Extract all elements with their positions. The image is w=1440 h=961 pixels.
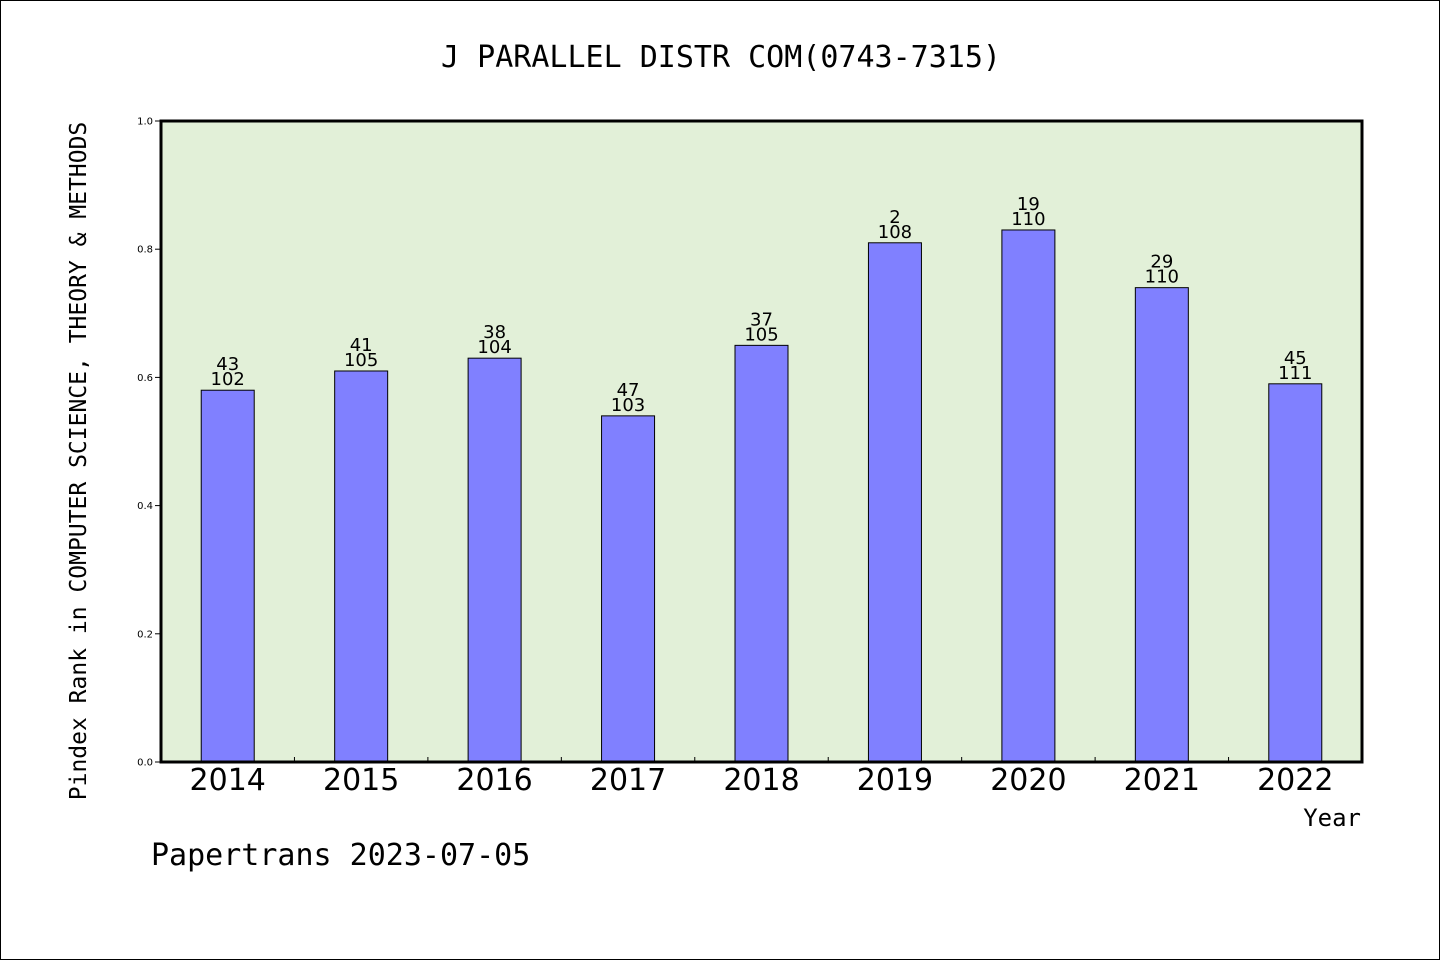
bar-label-top: 37	[750, 309, 773, 330]
x-axis-label: Year	[1303, 804, 1361, 832]
bar-2022	[1268, 383, 1323, 763]
bar-2018	[734, 344, 789, 763]
bar-label-bottom: 111	[1278, 363, 1312, 384]
y-tick-label: 0.8	[137, 245, 153, 256]
bar-label-bottom: 103	[611, 395, 645, 416]
bar-label-top: 29	[1150, 252, 1173, 273]
x-axis-ticks: 2014 2015 2016 2017 2018 2019 2020 2021 2022	[190, 757, 1333, 798]
bar-label-top: 38	[483, 322, 506, 343]
x-tick-label: 2016	[456, 763, 532, 798]
bar-label-bottom: 102	[211, 369, 245, 390]
y-tick-label: 0.2	[137, 629, 153, 640]
x-tick-label: 2015	[323, 763, 399, 798]
bar-label-bottom: 110	[1145, 267, 1179, 288]
footer-source-date: Papertrans 2023-07-05	[151, 838, 530, 873]
x-tick-label: 2018	[723, 763, 799, 798]
bar-2014	[200, 389, 255, 763]
bar-label-bottom: 105	[744, 324, 778, 345]
bar-label-bottom: 105	[344, 350, 378, 371]
bar-label-top: 2	[889, 207, 900, 228]
bar-label-top: 47	[617, 380, 640, 401]
x-tick-label: 2022	[1257, 763, 1333, 798]
bar-label-top: 43	[216, 354, 239, 375]
bar-label-bottom: 110	[1011, 209, 1045, 230]
x-tick-label: 2014	[190, 763, 266, 798]
chart-title: J PARALLEL DISTR COM(0743-7315)	[441, 40, 1001, 75]
y-axis-ticks: 0.0 0.2 0.4 0.6 0.8 1.0	[137, 117, 161, 769]
x-tick-label: 2017	[590, 763, 666, 798]
y-tick-label: 0.0	[137, 758, 153, 769]
bar-label-top: 41	[350, 335, 373, 356]
bar-2021	[1134, 287, 1189, 763]
y-tick-label: 1.0	[137, 117, 153, 128]
x-tick-label: 2021	[1124, 763, 1200, 798]
bars	[200, 229, 1323, 763]
bar-2019	[867, 242, 922, 763]
bar-label-bottom: 108	[878, 222, 912, 243]
bar-2015	[334, 370, 389, 763]
bar-label-bottom: 104	[477, 337, 511, 358]
bar-label-top: 45	[1284, 348, 1307, 369]
plot-border	[159, 119, 1364, 764]
x-tick-label: 2020	[990, 763, 1066, 798]
x-tick-label: 2019	[857, 763, 933, 798]
y-axis-label: Pindex Rank in COMPUTER SCIENCE, THEORY …	[66, 122, 92, 801]
bar-2017	[601, 415, 656, 763]
y-tick-label: 0.4	[137, 501, 153, 512]
y-tick-label: 0.6	[137, 373, 153, 384]
bar-2016	[467, 357, 522, 763]
bar-2020	[1001, 229, 1056, 763]
bar-labels: 4310241105381044710337105210819110291104…	[211, 194, 1313, 416]
bar-label-top: 19	[1017, 194, 1040, 215]
